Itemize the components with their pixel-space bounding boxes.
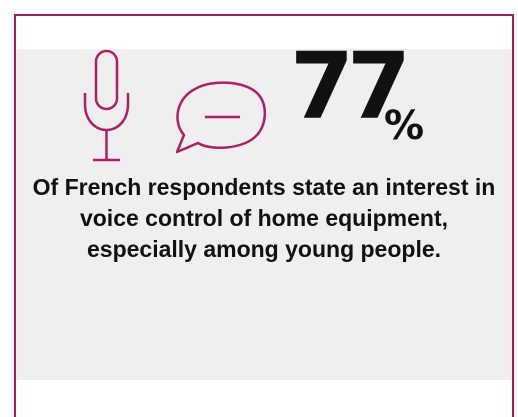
- microphone-icon: [83, 49, 130, 162]
- stat-card: 77 % Of French respondents state an inte…: [14, 14, 514, 417]
- speech-bubble-icon: [175, 81, 266, 154]
- stat-value: 77: [290, 33, 411, 140]
- stat-statement: Of French respondents state an interest …: [32, 174, 496, 262]
- stat-unit: %: [384, 103, 425, 149]
- stat-header: 77 %: [16, 41, 512, 174]
